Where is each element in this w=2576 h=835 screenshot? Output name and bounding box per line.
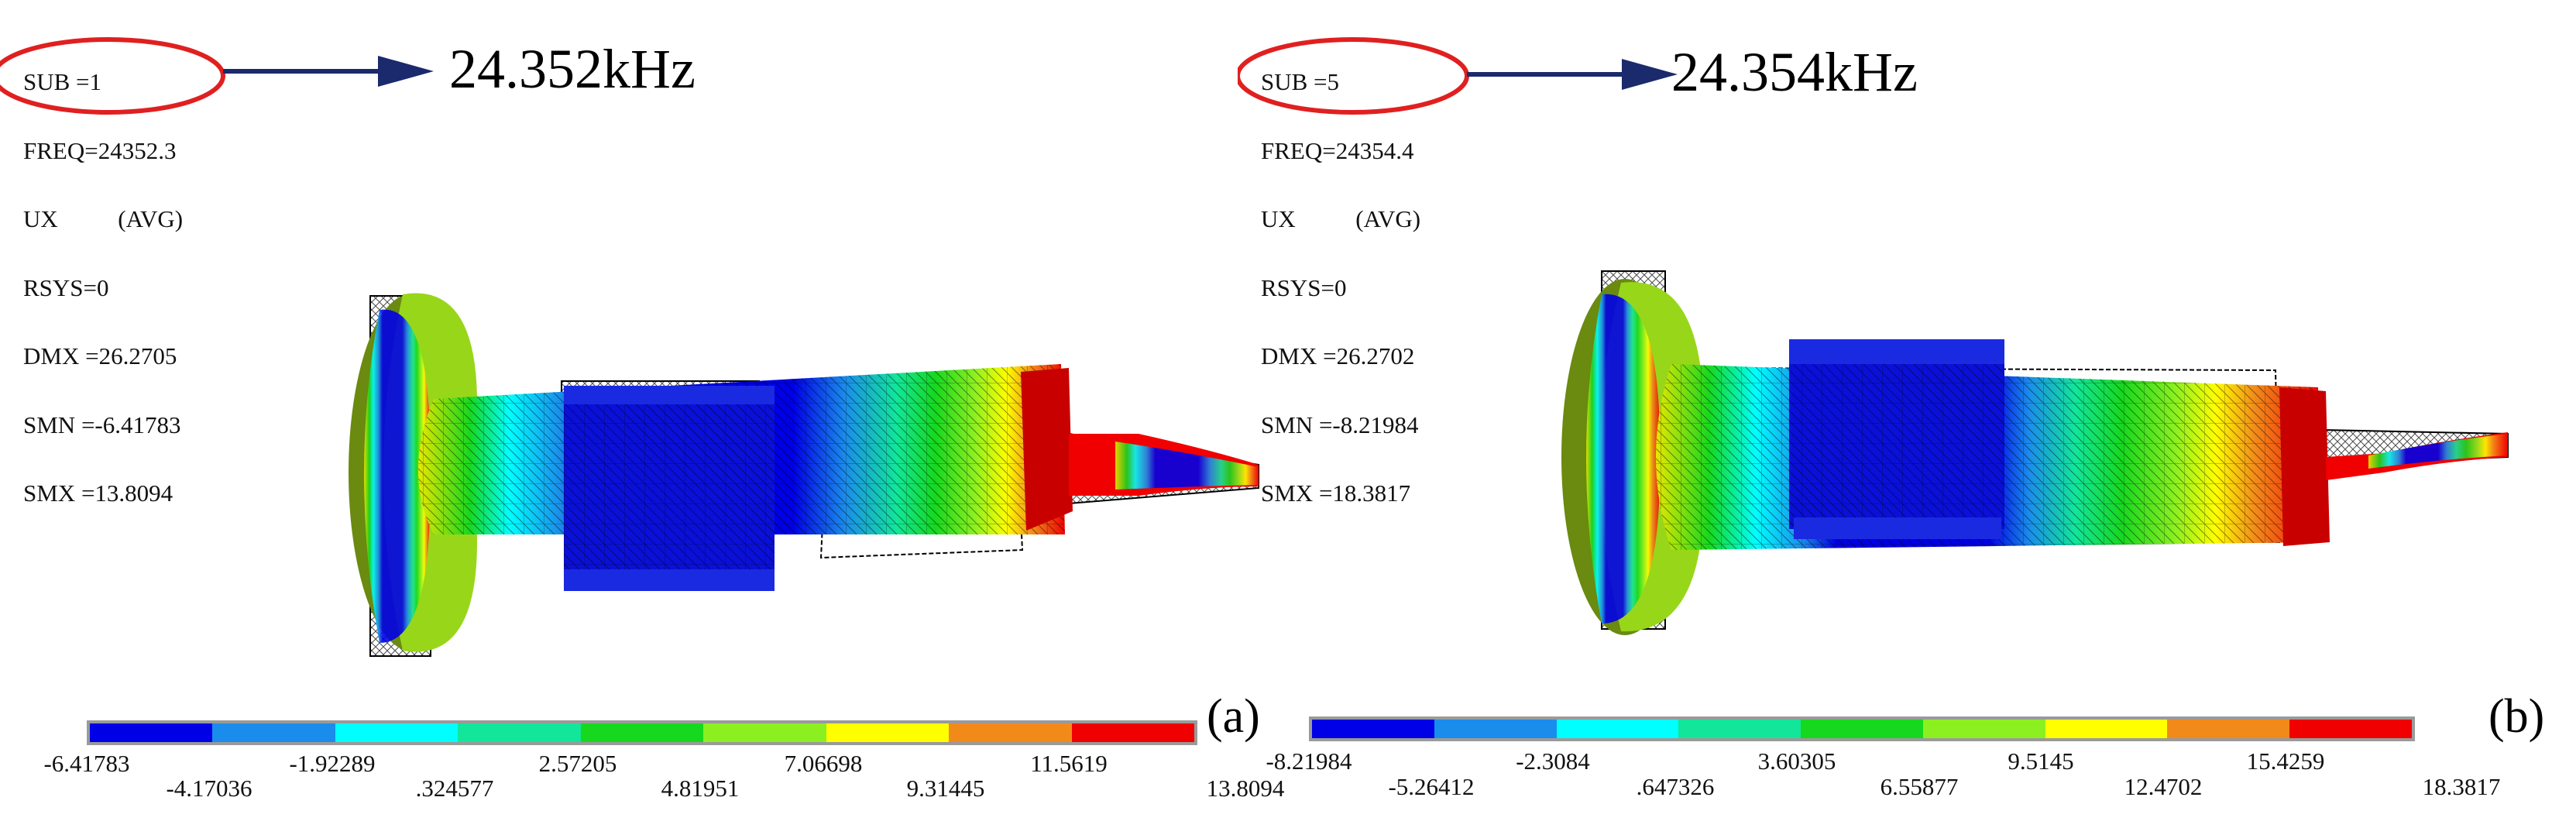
disk-gradient-face <box>1586 294 1661 624</box>
info-line: UX (AVG) <box>1261 205 1421 232</box>
colorbar-segment <box>703 723 826 742</box>
colorbar-tick: -6.41783 <box>43 750 130 777</box>
info-line: FREQ=24354.4 <box>1261 136 1414 164</box>
colorbar-tick: 15.4259 <box>2246 747 2325 775</box>
colorbar-segment <box>2045 720 2168 738</box>
result-info-b: SUB =5 FREQ=24354.4 UX (AVG) RSYS=0 DMX … <box>1261 25 1420 551</box>
info-line: SUB =5 <box>1261 68 1340 95</box>
undeformed-horn-outline <box>819 390 1024 559</box>
panel-label-b: (b) <box>2488 690 2545 743</box>
colorbar-segment <box>212 723 335 742</box>
end-flange <box>1021 368 1073 531</box>
colorbar-tick: .647326 <box>1636 773 1715 800</box>
colorbar-tick: .324577 <box>415 775 494 802</box>
colorbar-tick: 9.31445 <box>906 775 985 802</box>
colorbar-tick: -1.92289 <box>289 750 376 777</box>
colorbar-a <box>87 720 1197 745</box>
piezo-block-top <box>1789 339 2004 364</box>
colorbar-segment <box>458 723 581 742</box>
disk-gradient-face <box>364 309 431 643</box>
colorbar-tick: 4.81951 <box>661 775 740 802</box>
colorbar-tick: 18.3817 <box>2422 773 2501 800</box>
colorbar-segment <box>826 723 950 742</box>
info-line: RSYS=0 <box>1261 273 1347 301</box>
colorbar-tick: 13.8094 <box>1206 775 1285 802</box>
colorbar-tick: 2.57205 <box>538 750 617 777</box>
colorbar-segment <box>949 723 1072 742</box>
freq-label: 24.352kHz <box>449 38 696 100</box>
info-line: SMX =18.3817 <box>1261 479 1411 507</box>
colorbar-segment <box>2289 720 2413 738</box>
piezo-block-mesh <box>1789 352 2004 529</box>
colorbar-tick: 3.60305 <box>1757 747 1836 775</box>
result-info-a: SUB =1 FREQ=24352.3 UX (AVG) RSYS=0 DMX … <box>23 25 183 551</box>
colorbar-segment <box>1312 720 1434 738</box>
info-line: RSYS=0 <box>23 273 109 301</box>
colorbar-segment <box>1071 723 1194 742</box>
output-tip-tail <box>2368 434 2508 469</box>
piezo-block-bottom <box>1794 517 2001 539</box>
colorbar-segment <box>1801 720 1923 738</box>
info-line: UX (AVG) <box>23 205 184 232</box>
colorbar-tick: -5.26412 <box>1388 773 1475 800</box>
colorbar-tick: 6.55877 <box>1880 773 1959 800</box>
piezo-block-mesh <box>564 393 775 589</box>
colorbar-segment <box>1556 720 1679 738</box>
panel-a: SUB =1 FREQ=24352.3 UX (AVG) RSYS=0 DMX … <box>0 25 1285 802</box>
transducer-model-a <box>349 293 1259 657</box>
freq-highlight-ellipse <box>0 37 225 115</box>
colorbar-segment <box>580 723 704 742</box>
colorbar-segment <box>1922 720 2045 738</box>
info-line: SMX =13.8094 <box>23 479 173 507</box>
colorbar-segment <box>1678 720 1801 738</box>
info-line: FREQ=24352.3 <box>23 136 177 164</box>
colorbar-segment <box>335 723 459 742</box>
panel-b: SUB =5 FREQ=24354.4 UX (AVG) RSYS=0 DMX … <box>1238 0 2576 835</box>
colorbar-tick: 9.5145 <box>2008 747 2074 775</box>
info-line: DMX =26.2705 <box>23 342 177 369</box>
piezo-block-top <box>564 386 775 404</box>
transducer-model-b <box>1561 270 2509 635</box>
info-line: SMN =-6.41783 <box>23 411 181 438</box>
colorbar-tick: -2.3084 <box>1516 747 1590 775</box>
arrow-head <box>1622 59 1678 90</box>
colorbar-tick: -4.17036 <box>166 775 252 802</box>
info-line: DMX =26.2702 <box>1261 342 1415 369</box>
colorbar-tick: -8.21984 <box>1266 747 1352 775</box>
colorbar-segment <box>1434 720 1557 738</box>
panel-label-a: (a) <box>1207 690 1260 743</box>
end-flange <box>2279 387 2330 546</box>
colorbar-tick: 7.06698 <box>784 750 863 777</box>
colorbar-segment <box>90 723 213 742</box>
annotation-overlay-a <box>0 37 434 115</box>
info-line: SMN =-8.21984 <box>1261 411 1419 438</box>
arrow-head <box>378 56 434 87</box>
colorbar-segment <box>2167 720 2290 738</box>
piezo-block-bottom <box>564 569 775 591</box>
annotation-overlay-b <box>1238 37 1678 115</box>
info-line: SUB =1 <box>23 68 102 95</box>
freq-label: 24.354kHz <box>1671 41 1918 103</box>
colorbar-b <box>1309 716 2415 741</box>
colorbar-tick: 12.4702 <box>2124 773 2203 800</box>
output-tip-tail <box>1115 442 1259 490</box>
colorbar-tick: 11.5619 <box>1030 750 1108 777</box>
